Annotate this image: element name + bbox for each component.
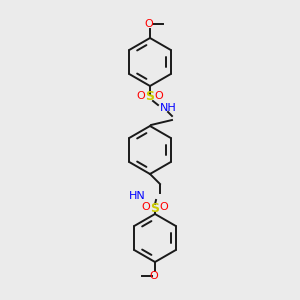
Text: NH: NH [160,103,177,113]
Text: O: O [136,91,146,101]
Text: S: S [146,91,154,103]
Text: O: O [142,202,150,212]
Text: O: O [145,19,153,29]
Text: O: O [150,271,158,281]
Text: O: O [154,91,164,101]
Text: O: O [160,202,168,212]
Text: HN: HN [129,191,146,201]
Text: S: S [151,202,160,214]
